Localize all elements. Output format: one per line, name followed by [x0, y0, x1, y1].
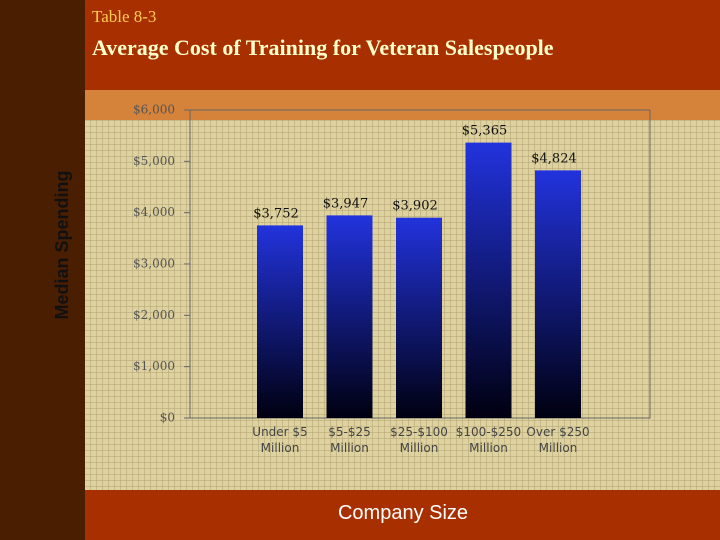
bar — [396, 217, 442, 418]
bar — [326, 215, 373, 418]
x-tick-label: Under $5 Million — [252, 425, 308, 455]
x-tick-label: $100-$250 Million — [455, 425, 522, 455]
y-tick-label: $0 — [160, 411, 175, 425]
left-strip — [0, 0, 85, 540]
data-label: $3,902 — [392, 199, 438, 214]
y-tick-label: $3,000 — [133, 257, 175, 271]
bar — [465, 142, 512, 418]
y-tick-label: $6,000 — [133, 103, 175, 117]
data-label: $5,365 — [462, 124, 508, 139]
bar — [535, 170, 581, 418]
data-label: $3,947 — [323, 196, 369, 211]
data-label: $4,824 — [531, 151, 577, 166]
chart-title: Average Cost of Training for Veteran Sal… — [92, 35, 554, 60]
data-label: $3,752 — [253, 206, 299, 221]
subtitle: Table 8-3 — [92, 7, 156, 26]
y-tick-label: $4,000 — [133, 205, 175, 219]
y-tick-label: $1,000 — [133, 359, 175, 373]
x-axis-label: Company Size — [338, 502, 468, 524]
y-axis-label: Median Spending — [52, 170, 72, 319]
band — [85, 90, 720, 120]
bar — [257, 225, 303, 418]
y-tick-label: $5,000 — [133, 154, 175, 168]
x-tick-label: Over $250 Million — [526, 425, 590, 455]
x-tick-label: $25-$100 Million — [390, 425, 448, 455]
x-tick-label: $5-$25 Million — [328, 425, 371, 455]
y-tick-label: $2,000 — [133, 308, 175, 322]
